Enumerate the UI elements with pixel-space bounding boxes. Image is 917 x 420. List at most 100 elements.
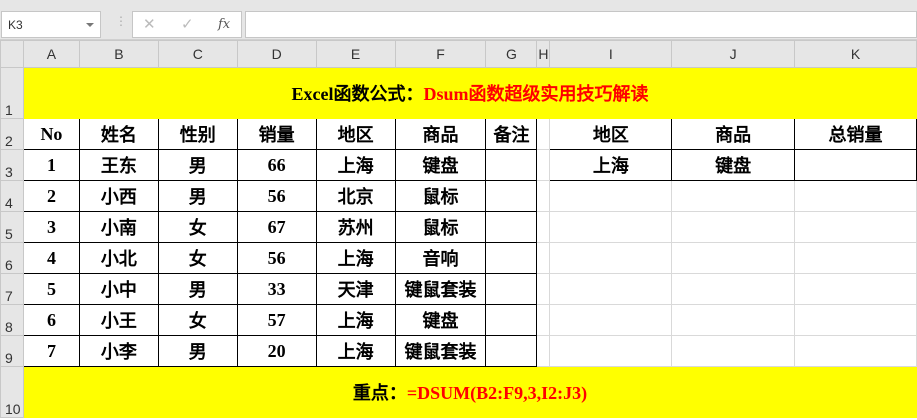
title-cell[interactable]: Excel函数公式：Dsum函数超级实用技巧解读: [22, 67, 917, 119]
table-cell[interactable]: 小王: [78, 304, 159, 336]
empty-cell[interactable]: [794, 273, 917, 305]
table-cell[interactable]: 小中: [78, 273, 159, 305]
note-cell[interactable]: 重点：=DSUM(B2:F9,3,I2:J3): [22, 366, 917, 418]
table-cell[interactable]: 鼠标: [394, 180, 487, 212]
column-header-I[interactable]: I: [549, 40, 673, 68]
empty-cell[interactable]: [794, 242, 917, 274]
table-cell[interactable]: 音响: [394, 242, 487, 274]
insert-function-icon[interactable]: fx: [218, 17, 231, 32]
table-cell[interactable]: 7: [22, 335, 80, 367]
name-box[interactable]: K3: [1, 11, 101, 38]
chevron-down-icon[interactable]: [86, 23, 94, 27]
table-cell[interactable]: 男: [157, 180, 238, 212]
table-header-cell[interactable]: 销量: [236, 118, 317, 150]
table-cell[interactable]: 66: [236, 149, 317, 181]
empty-cell[interactable]: [794, 180, 917, 212]
empty-cell[interactable]: [536, 335, 551, 367]
column-header-G[interactable]: G: [485, 40, 538, 68]
table-cell[interactable]: 33: [236, 273, 317, 305]
row-header-5[interactable]: 5: [0, 211, 24, 243]
table-cell[interactable]: 鼠标: [394, 211, 487, 243]
column-header-A[interactable]: A: [22, 40, 80, 68]
table-cell[interactable]: 4: [22, 242, 80, 274]
empty-cell[interactable]: [549, 242, 673, 274]
cancel-icon[interactable]: ✕: [143, 15, 156, 33]
criteria-cell[interactable]: 键盘: [671, 149, 796, 181]
table-cell[interactable]: 56: [236, 242, 317, 274]
table-cell[interactable]: [485, 273, 538, 305]
table-cell[interactable]: 王东: [78, 149, 159, 181]
table-header-cell[interactable]: 备注: [485, 118, 538, 150]
empty-cell[interactable]: [671, 242, 796, 274]
column-header-J[interactable]: J: [671, 40, 796, 68]
empty-cell[interactable]: [536, 273, 551, 305]
formula-input[interactable]: [245, 11, 917, 38]
empty-cell[interactable]: [671, 304, 796, 336]
row-header-10[interactable]: 10: [0, 366, 24, 418]
empty-cell[interactable]: [794, 211, 917, 243]
table-cell[interactable]: [485, 242, 538, 274]
empty-cell[interactable]: [536, 118, 551, 150]
table-cell[interactable]: 键鼠套装: [394, 335, 487, 367]
empty-cell[interactable]: [549, 304, 673, 336]
table-cell[interactable]: 小西: [78, 180, 159, 212]
column-header-B[interactable]: B: [78, 40, 159, 68]
empty-cell[interactable]: [549, 273, 673, 305]
column-header-D[interactable]: D: [236, 40, 317, 68]
criteria-header-cell[interactable]: 商品: [671, 118, 796, 150]
table-cell[interactable]: 2: [22, 180, 80, 212]
table-cell[interactable]: [485, 211, 538, 243]
row-header-6[interactable]: 6: [0, 242, 24, 274]
empty-cell[interactable]: [536, 242, 551, 274]
select-all-button[interactable]: [0, 40, 24, 68]
table-cell[interactable]: 男: [157, 149, 238, 181]
table-cell[interactable]: 键盘: [394, 149, 487, 181]
row-header-7[interactable]: 7: [0, 273, 24, 305]
row-header-1[interactable]: 1: [0, 67, 24, 119]
table-cell[interactable]: [485, 335, 538, 367]
empty-cell[interactable]: [536, 180, 551, 212]
criteria-header-cell[interactable]: 地区: [549, 118, 673, 150]
row-header-8[interactable]: 8: [0, 304, 24, 336]
table-cell[interactable]: [485, 180, 538, 212]
row-header-9[interactable]: 9: [0, 335, 24, 367]
table-cell[interactable]: 6: [22, 304, 80, 336]
table-header-cell[interactable]: 姓名: [78, 118, 159, 150]
table-cell[interactable]: 67: [236, 211, 317, 243]
empty-cell[interactable]: [794, 304, 917, 336]
table-cell[interactable]: [485, 149, 538, 181]
empty-cell[interactable]: [549, 180, 673, 212]
empty-cell[interactable]: [671, 211, 796, 243]
table-cell[interactable]: 小北: [78, 242, 159, 274]
column-header-E[interactable]: E: [315, 40, 396, 68]
empty-cell[interactable]: [536, 304, 551, 336]
table-cell[interactable]: 小南: [78, 211, 159, 243]
table-cell[interactable]: 苏州: [315, 211, 396, 243]
column-header-H[interactable]: H: [536, 40, 551, 68]
table-cell[interactable]: 女: [157, 211, 238, 243]
column-header-F[interactable]: F: [394, 40, 487, 68]
table-cell[interactable]: 上海: [315, 335, 396, 367]
criteria-cell[interactable]: [794, 149, 917, 181]
row-header-4[interactable]: 4: [0, 180, 24, 212]
table-cell[interactable]: 上海: [315, 149, 396, 181]
empty-cell[interactable]: [549, 335, 673, 367]
table-header-cell[interactable]: 商品: [394, 118, 487, 150]
table-cell[interactable]: 20: [236, 335, 317, 367]
table-cell[interactable]: [485, 304, 538, 336]
empty-cell[interactable]: [549, 211, 673, 243]
table-cell[interactable]: 57: [236, 304, 317, 336]
criteria-header-cell[interactable]: 总销量: [794, 118, 917, 150]
empty-cell[interactable]: [671, 335, 796, 367]
empty-cell[interactable]: [794, 335, 917, 367]
table-cell[interactable]: 键鼠套装: [394, 273, 487, 305]
table-cell[interactable]: 女: [157, 304, 238, 336]
enter-icon[interactable]: ✓: [181, 15, 194, 33]
table-cell[interactable]: 上海: [315, 304, 396, 336]
empty-cell[interactable]: [536, 211, 551, 243]
table-cell[interactable]: 天津: [315, 273, 396, 305]
empty-cell[interactable]: [671, 180, 796, 212]
table-cell[interactable]: 女: [157, 242, 238, 274]
table-cell[interactable]: 男: [157, 273, 238, 305]
empty-cell[interactable]: [536, 149, 551, 181]
